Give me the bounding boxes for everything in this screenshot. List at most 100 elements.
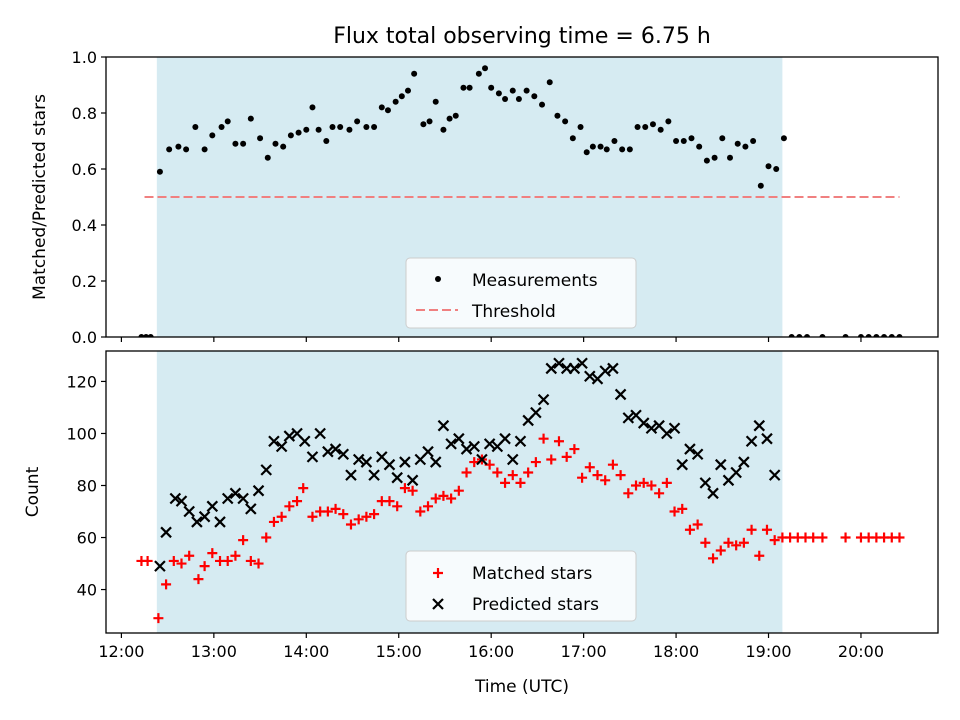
- measurement-point: [539, 101, 546, 108]
- predicted-star-point: [730, 466, 742, 479]
- measurement-point: [175, 143, 182, 150]
- predicted-star-point: [738, 456, 750, 468]
- measurement-point: [183, 146, 190, 153]
- matched-star-point: [492, 467, 503, 478]
- matched-star-point: [523, 467, 534, 478]
- x-tick-label: 18:00: [653, 642, 699, 661]
- matched-star-point: [538, 433, 549, 444]
- predicted-star-point: [337, 448, 350, 461]
- x-tick-label: 17:00: [561, 642, 607, 661]
- measurement-point: [873, 334, 880, 337]
- matched-star-point: [193, 574, 204, 585]
- measurement-point: [546, 79, 553, 86]
- matched-star-point: [592, 470, 603, 481]
- legend-box: [405, 550, 637, 622]
- predicted-star-point: [368, 469, 380, 481]
- x-tick-label: 14:00: [283, 642, 329, 661]
- matched-star-point: [661, 477, 672, 488]
- predicted-star-point: [645, 422, 658, 435]
- predicted-star-point: [614, 388, 627, 401]
- matched-star-point: [230, 550, 241, 561]
- predicted-star-point: [607, 362, 619, 375]
- measurement-point: [482, 65, 489, 72]
- panel-bottom: 40 60 80 100 120 Count 12:00 13:00 14:00 15:00 16:…: [23, 350, 939, 661]
- axes-frame: [105, 56, 939, 338]
- measurement-point: [446, 115, 453, 122]
- measurement-point: [523, 87, 530, 94]
- measurement-point: [232, 140, 239, 147]
- predicted-star-point: [391, 471, 403, 484]
- matched-star-point: [353, 514, 364, 525]
- matched-star-point: [415, 506, 426, 517]
- predicted-star-point: [206, 500, 219, 513]
- measurement-point: [346, 126, 353, 133]
- measurement-point: [240, 140, 247, 147]
- measurement-point: [354, 118, 361, 125]
- measurement-point: [819, 334, 826, 337]
- x-tick-label: 20:00: [838, 642, 884, 661]
- matched-star-point: [292, 496, 303, 507]
- measurement-point: [634, 124, 641, 130]
- predicted-star-point: [383, 458, 396, 471]
- predicted-star-point: [584, 370, 596, 383]
- measurement-point: [420, 121, 427, 128]
- matched-star-point: [746, 524, 757, 535]
- data-layer: [138, 65, 903, 337]
- predicted-star-point: [154, 560, 166, 572]
- matched-star-point: [399, 483, 410, 494]
- predicted-star-point: [360, 456, 373, 468]
- matched-star-point: [638, 477, 649, 488]
- matched-star-point: [631, 480, 642, 491]
- measurement-point: [649, 121, 656, 128]
- matched-star-point: [453, 485, 464, 496]
- predicted-star-point: [622, 412, 635, 424]
- measurement-point: [577, 124, 584, 130]
- matched-star-point: [840, 532, 851, 543]
- matched-star-point: [238, 535, 249, 546]
- measurement-point: [440, 126, 447, 133]
- measurement-point: [515, 96, 522, 102]
- legend: Matched stars Predicted stars: [405, 550, 637, 622]
- measurement-point: [209, 132, 216, 139]
- matched-star-point: [754, 550, 765, 561]
- y-tick-label: 0.8: [72, 104, 97, 123]
- matched-star-point: [723, 537, 734, 548]
- predicted-star-point: [160, 526, 172, 539]
- predicted-star-point: [460, 443, 473, 455]
- measurement-point: [404, 87, 411, 94]
- predicted-star-point: [483, 438, 496, 450]
- matched-star-point: [500, 477, 511, 488]
- x-tick-label: 13:00: [191, 642, 237, 661]
- x-tick-label: 16:00: [468, 642, 514, 661]
- predicted-star-point: [175, 495, 188, 507]
- y-tick-label: 80: [77, 476, 97, 495]
- measurement-point: [896, 334, 903, 337]
- measurement-point: [773, 166, 780, 172]
- matched-star-point: [153, 613, 164, 624]
- measurement-point: [475, 70, 482, 77]
- measurement-point: [757, 182, 764, 189]
- matched-star-point: [646, 480, 657, 491]
- measurement-point: [502, 96, 509, 102]
- x-tick-label: 19:00: [745, 642, 791, 661]
- matched-star-point: [345, 519, 356, 530]
- matched-star-point: [253, 558, 264, 569]
- measurement-point: [680, 138, 687, 144]
- matched-star-point: [584, 462, 595, 473]
- measurement-point: [466, 84, 473, 91]
- matched-star-point: [469, 457, 480, 468]
- predicted-star-point: [545, 362, 558, 375]
- panel-top: 0.0 0.2 0.4 0.6 0.8 1.0 Matched/Predicted star…: [30, 48, 939, 347]
- predicted-star-point: [699, 477, 712, 489]
- measurement-point: [569, 135, 576, 142]
- y-tick-label: 40: [77, 581, 97, 600]
- measurement-point: [147, 334, 154, 337]
- measurement-point: [842, 334, 849, 337]
- predicted-star-point: [445, 438, 457, 450]
- matched-star-point: [817, 532, 828, 543]
- y-tick-label: 0.0: [72, 328, 97, 347]
- predicted-star-point: [260, 464, 273, 476]
- matched-star-point: [669, 506, 680, 517]
- matched-star-point: [330, 503, 341, 514]
- predicted-star-point: [314, 427, 326, 440]
